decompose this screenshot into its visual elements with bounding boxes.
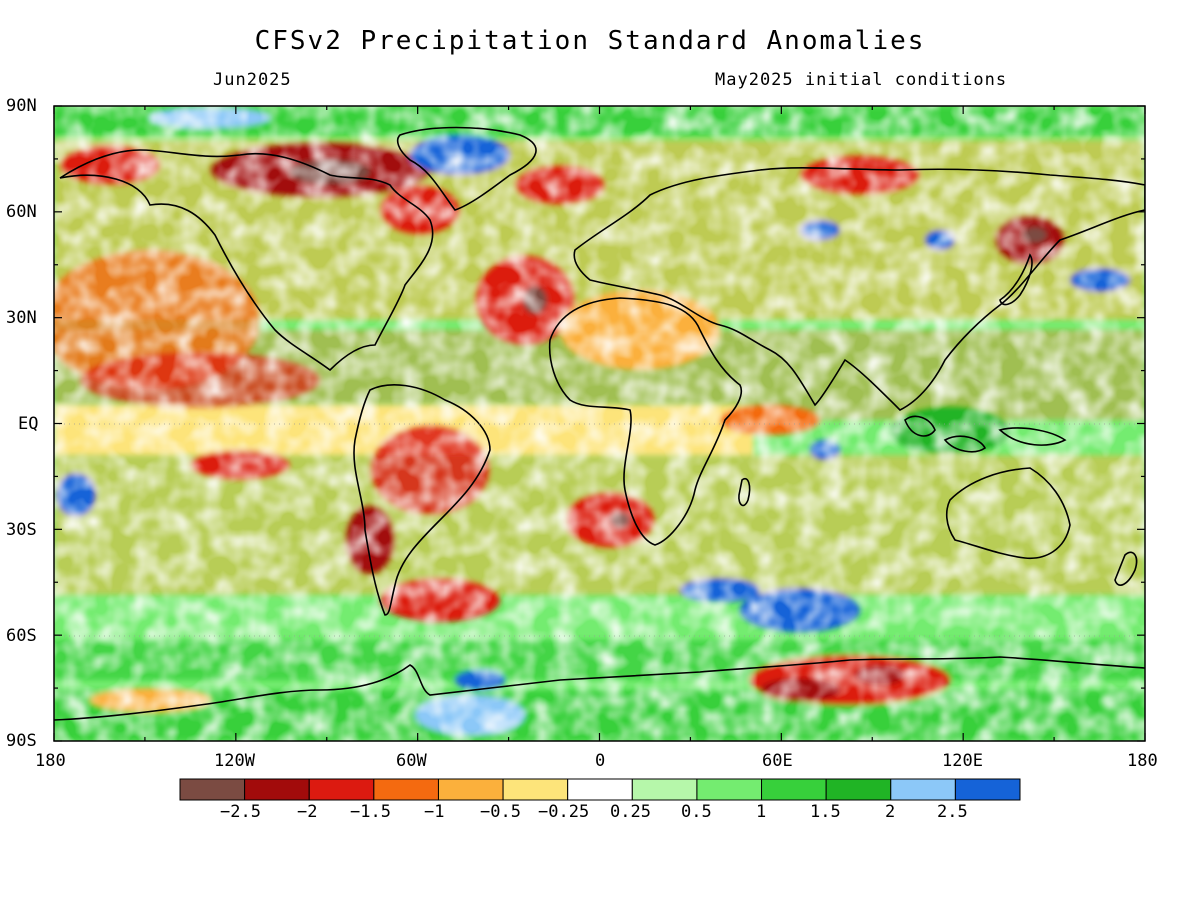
colorbar-label: −0.5 (480, 802, 521, 822)
lat-label: 90N (6, 96, 37, 116)
colorbar-label: 0.5 (681, 802, 712, 822)
lon-label: 180 (35, 751, 66, 771)
colorbar-swatch (308, 778, 375, 801)
map-title: CFSv2 Precipitation Standard Anomalies (254, 26, 926, 56)
colorbar-label: 2 (885, 802, 896, 822)
anomaly-field (54, 106, 1145, 741)
lat-label: 30S (6, 520, 37, 540)
colorbar-swatch (244, 778, 310, 801)
lat-label: 60N (6, 202, 37, 222)
colorbar-swatch (437, 778, 504, 801)
colorbar-swatch (179, 778, 246, 801)
colorbar-swatch (890, 778, 956, 801)
colorbar-label: −2 (297, 802, 318, 822)
lat-label: 60S (6, 626, 37, 646)
colorbar-swatch (954, 778, 1021, 801)
lon-label: 60E (762, 751, 793, 771)
lon-label: 120W (214, 751, 255, 771)
colorbar-label: −1.5 (350, 802, 391, 822)
colorbar-label: 2.5 (937, 802, 968, 822)
lat-label: 90S (6, 731, 37, 751)
lat-label: EQ (18, 414, 39, 434)
colorbar-label: −0.25 (538, 802, 590, 822)
colorbar-swatch (502, 778, 569, 801)
lon-label: 180 (1127, 751, 1158, 771)
colorbar-swatch (696, 778, 763, 801)
lon-label: 60W (396, 751, 427, 771)
colorbar-label: 0.25 (610, 802, 651, 822)
colorbar-swatch (567, 778, 633, 801)
colorbar-label: −1 (424, 802, 445, 822)
gridlines (54, 423, 1145, 637)
colorbar-label: 1 (756, 802, 767, 822)
colorbar-label: −2.5 (220, 802, 261, 822)
colorbar-label: 1.5 (810, 802, 841, 822)
lon-label: 0 (595, 751, 606, 771)
colorbar-swatch (373, 778, 439, 801)
colorbar-swatch (825, 778, 892, 801)
coastlines (54, 126, 1145, 721)
lon-label: 120E (942, 751, 983, 771)
initial-conditions-label: May2025 initial conditions (715, 70, 1008, 90)
colorbar-swatch (761, 778, 827, 801)
colorbar-swatch (631, 778, 698, 801)
colorbar (179, 778, 1021, 801)
lat-label: 30N (6, 308, 37, 328)
valid-month-label: Jun2025 (213, 70, 292, 90)
